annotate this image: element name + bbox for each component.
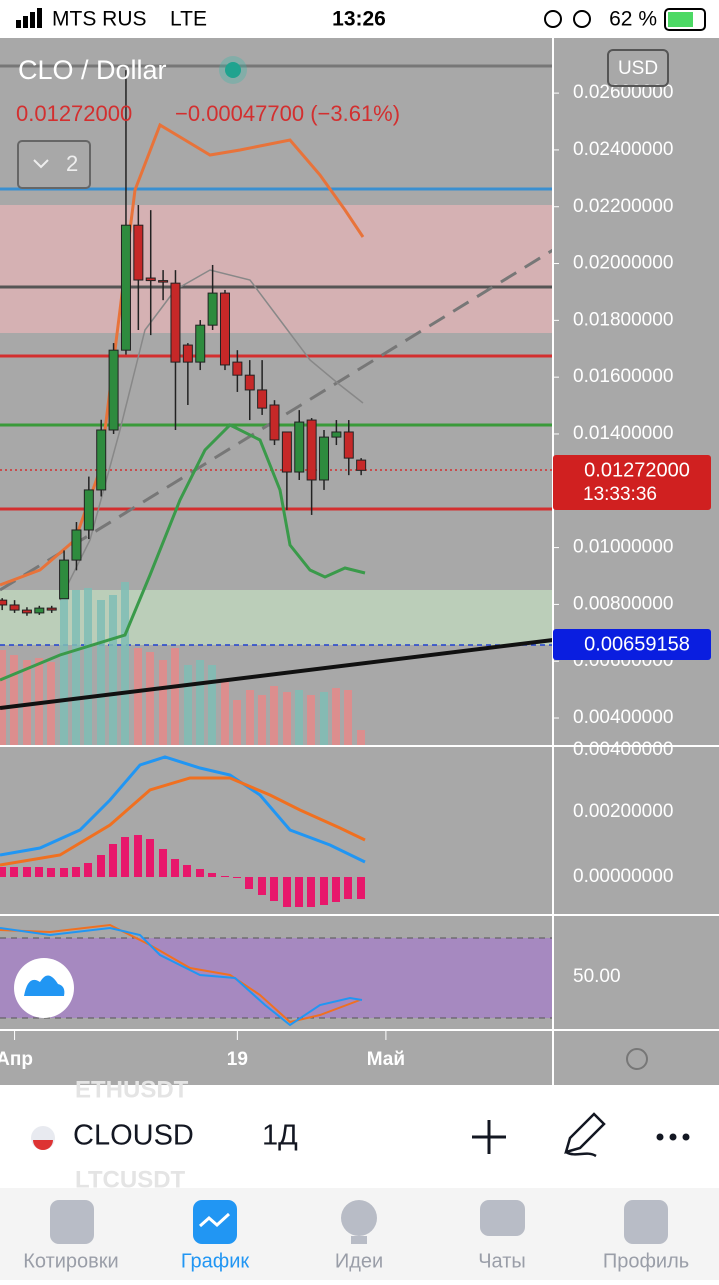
tab-label[interactable]: Идеи [335, 1250, 383, 1272]
tab-label[interactable]: Чаты [478, 1250, 526, 1272]
clock: 13:26 [332, 8, 386, 31]
macd-tick: 0.00200000 [573, 801, 673, 822]
y-tick-label: 0.02400000 [573, 139, 673, 160]
candle-body [319, 436, 330, 481]
draw-button[interactable] [564, 1112, 606, 1158]
rsi-tick: 50.00 [573, 966, 621, 987]
candle-body [219, 292, 230, 366]
candle-body [244, 374, 255, 391]
y-tick-label: 0.00400000 [573, 707, 673, 728]
y-tick-label: 0.02600000 [573, 82, 673, 103]
candle-body [170, 282, 181, 363]
network: LTE [170, 8, 207, 31]
battery-percent: 62 % [609, 8, 657, 31]
battery [664, 8, 706, 31]
candle-body [96, 429, 107, 491]
indicators-toggle[interactable] [17, 140, 91, 189]
candle-body [120, 224, 131, 351]
last-price-value: 0.01272000 [584, 459, 690, 481]
candle-body [257, 389, 268, 409]
candle-body [294, 421, 305, 473]
macd-tick: 0.00400000 [573, 739, 673, 760]
time-axis: Апр 19 Май [0, 1030, 405, 1070]
prev-symbol[interactable]: ETHUSDT [75, 1076, 189, 1103]
candle-body [108, 349, 119, 431]
chevron [33, 159, 49, 169]
y-tick-label: 0.01600000 [573, 366, 673, 387]
candle-body [145, 277, 156, 282]
alarm-icon [573, 10, 591, 28]
candles [0, 70, 367, 616]
candle-body [59, 559, 70, 600]
candle-body [83, 489, 94, 531]
lock-icon [544, 10, 562, 28]
candle-body [356, 459, 367, 471]
candle-body [207, 292, 218, 326]
y-tick-label: 0.01000000 [573, 537, 673, 558]
candle-body [46, 607, 57, 611]
level-label [553, 629, 711, 660]
macd: 0.00400000 0.00200000 0.00000000 [0, 739, 673, 907]
currency-button[interactable] [607, 49, 669, 87]
carrier: MTS RUS [52, 8, 147, 31]
y-tick-label: 0.00800000 [573, 593, 673, 614]
tab-label[interactable]: Профиль [603, 1250, 689, 1272]
candle-body [232, 361, 243, 376]
currency: USD [618, 58, 658, 79]
symbol-flag [33, 1140, 53, 1150]
volume [0, 582, 365, 745]
interval[interactable]: 1Д [262, 1120, 298, 1152]
candle-body [21, 609, 32, 614]
moving-averages [0, 122, 366, 682]
candle-body [182, 344, 193, 363]
tab-icons [50, 1200, 668, 1244]
macd-tick: 0.00000000 [573, 866, 673, 887]
price-change: −0.00047700 (−3.61%) [175, 101, 400, 126]
drawings [0, 64, 554, 646]
symbol-title: CLO / Dollar [18, 55, 167, 85]
settings-icon[interactable] [626, 1048, 648, 1070]
candle-body [343, 431, 354, 459]
y-tick-label: 0.01800000 [573, 309, 673, 330]
trend-line [0, 638, 554, 710]
y-tick-label: 0.02000000 [573, 253, 673, 274]
status-dot [225, 62, 241, 78]
status-bar [0, 0, 719, 38]
symbol[interactable]: CLOUSD [73, 1120, 194, 1152]
candle-body [34, 607, 45, 614]
battery-level [668, 12, 693, 27]
tab-label[interactable]: График [181, 1250, 250, 1272]
level-value: 0.00659158 [584, 633, 690, 655]
indicators-count: 2 [66, 151, 78, 176]
y-tick-label: 0.02200000 [573, 196, 673, 217]
signal [16, 8, 42, 28]
last-price: 0.01272000 [16, 101, 132, 126]
candle-body [158, 280, 169, 283]
rsi: 50.00 [0, 923, 621, 1027]
candle-body [9, 604, 20, 611]
last-price-label [553, 455, 711, 510]
bar-countdown: 13:33:36 [583, 484, 657, 505]
y-tick-label: 0.01400000 [573, 423, 673, 444]
tab-label[interactable]: Котировки [23, 1250, 118, 1272]
candle-body [306, 419, 317, 481]
candle-body [331, 431, 342, 438]
x-tick-label: Апр [0, 1049, 33, 1070]
x-tick-label: Май [367, 1049, 405, 1070]
candle-body [281, 431, 292, 473]
candle-body [195, 324, 206, 363]
add-button[interactable] [472, 1120, 506, 1154]
candle-body [269, 404, 280, 441]
candle-body [0, 599, 8, 606]
symbol-bar [0, 1085, 719, 1188]
candle-body [133, 224, 144, 281]
more-button[interactable] [656, 1133, 690, 1141]
candle-body [71, 529, 82, 561]
x-tick-label: 19 [227, 1049, 248, 1070]
